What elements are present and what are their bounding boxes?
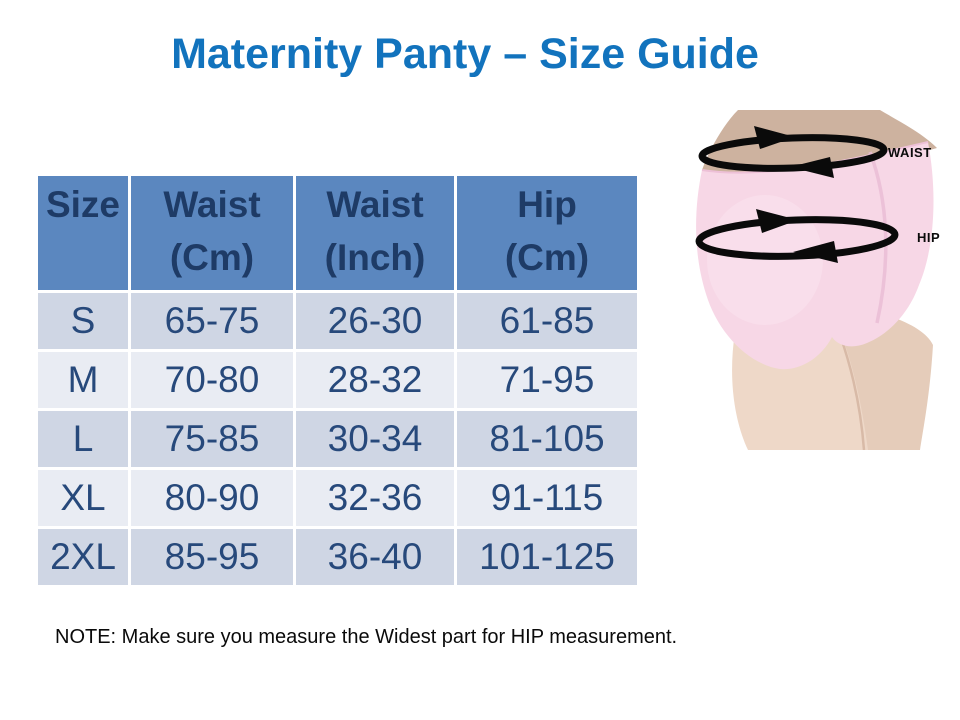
column-label: Size bbox=[45, 184, 121, 225]
cell-hip-cm: 71-95 bbox=[457, 352, 637, 408]
hip-arrow-loop bbox=[695, 209, 899, 263]
page-title: Maternity Panty – Size Guide bbox=[171, 30, 759, 78]
waist-arrow-loop bbox=[698, 126, 888, 178]
cell-waist-cm: 65-75 bbox=[131, 293, 293, 349]
cell-hip-cm: 81-105 bbox=[457, 411, 637, 467]
table-row-s: S 65-75 26-30 61-85 bbox=[38, 293, 637, 349]
cell-hip-cm: 61-85 bbox=[457, 293, 637, 349]
cell-waist-cm: 85-95 bbox=[131, 529, 293, 585]
cell-waist-inch: 28-32 bbox=[296, 352, 454, 408]
cell-waist-cm: 75-85 bbox=[131, 411, 293, 467]
cell-waist-cm: 70-80 bbox=[131, 352, 293, 408]
cell-size: M bbox=[38, 352, 128, 408]
panty-measurement-photo: WAIST HIP bbox=[695, 110, 940, 450]
cell-hip-cm: 101-125 bbox=[457, 529, 637, 585]
column-label: Waist bbox=[163, 184, 261, 225]
column-header-waist-cm: Waist (Cm) bbox=[131, 176, 293, 290]
waist-label: WAIST bbox=[888, 145, 932, 160]
cell-size: XL bbox=[38, 470, 128, 526]
column-label: Waist bbox=[326, 184, 424, 225]
table-row-l: L 75-85 30-34 81-105 bbox=[38, 411, 637, 467]
cell-hip-cm: 91-115 bbox=[457, 470, 637, 526]
cell-waist-cm: 80-90 bbox=[131, 470, 293, 526]
column-header-hip-cm: Hip (Cm) bbox=[457, 176, 637, 290]
size-guide-table: Size Waist (Cm) Waist (Inch) Hip (Cm) bbox=[35, 173, 640, 588]
table-header-row: Size Waist (Cm) Waist (Inch) Hip (Cm) bbox=[38, 176, 637, 290]
table-row-xl: XL 80-90 32-36 91-115 bbox=[38, 470, 637, 526]
column-header-waist-inch: Waist (Inch) bbox=[296, 176, 454, 290]
column-header-size: Size bbox=[38, 176, 128, 290]
column-label: Hip bbox=[517, 184, 577, 225]
thigh-gap-line bbox=[838, 334, 866, 450]
column-unit: (Inch) bbox=[324, 237, 426, 278]
panty-seam-line bbox=[868, 151, 888, 324]
cell-waist-inch: 26-30 bbox=[296, 293, 454, 349]
cell-waist-inch: 30-34 bbox=[296, 411, 454, 467]
cell-size: 2XL bbox=[38, 529, 128, 585]
hip-label: HIP bbox=[917, 230, 940, 245]
cell-size: S bbox=[38, 293, 128, 349]
cell-waist-inch: 32-36 bbox=[296, 470, 454, 526]
table-row-2xl: 2XL 85-95 36-40 101-125 bbox=[38, 529, 637, 585]
measurement-note: NOTE: Make sure you measure the Widest p… bbox=[55, 626, 678, 648]
cell-waist-inch: 36-40 bbox=[296, 529, 454, 585]
cell-size: L bbox=[38, 411, 128, 467]
column-unit: (Cm) bbox=[504, 237, 590, 278]
column-unit: (Cm) bbox=[169, 237, 255, 278]
table-row-m: M 70-80 28-32 71-95 bbox=[38, 352, 637, 408]
